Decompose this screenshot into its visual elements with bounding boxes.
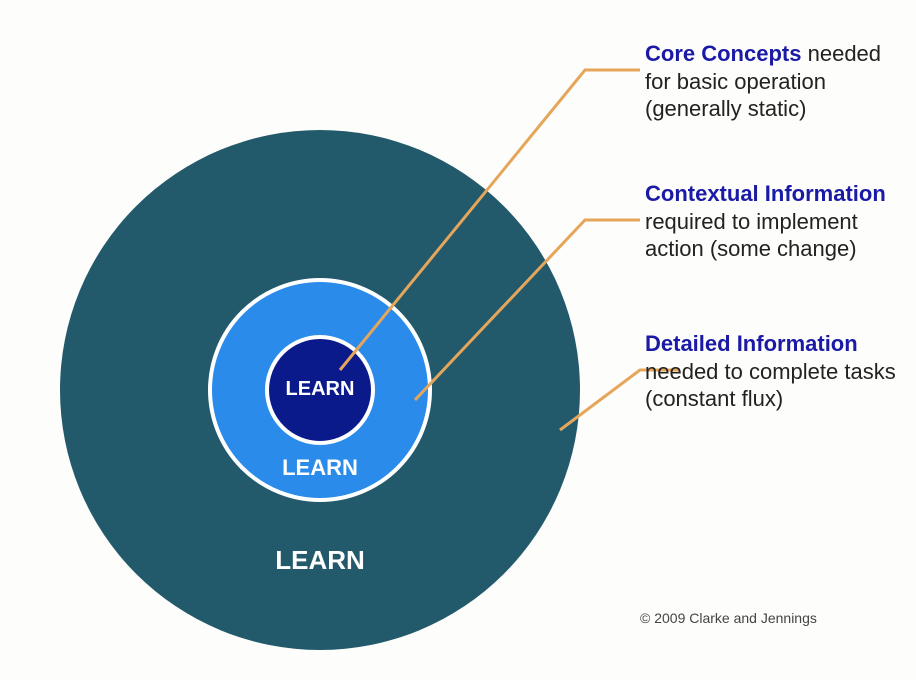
- legend-core-title: Core Concepts: [645, 41, 801, 66]
- legend-detailed-desc: needed to complete tasks (constant flux): [645, 359, 896, 412]
- legend-core: Core Concepts needed for basic operation…: [645, 40, 905, 123]
- legend-contextual-desc: required to implement action (some chang…: [645, 209, 858, 262]
- legend-contextual: Contextual Information required to imple…: [645, 180, 905, 263]
- copyright-text: © 2009 Clarke and Jennings: [640, 610, 817, 626]
- legend-detailed: Detailed Information needed to complete …: [645, 330, 905, 413]
- legend-contextual-title: Contextual Information: [645, 181, 886, 206]
- ring-outer-label: LEARN: [220, 545, 420, 576]
- ring-inner-label: LEARN: [220, 378, 420, 401]
- ring-middle-label: LEARN: [220, 455, 420, 481]
- legend-detailed-title: Detailed Information: [645, 331, 858, 356]
- diagram-stage: LEARN LEARN LEARN Core Concepts needed f…: [0, 0, 916, 680]
